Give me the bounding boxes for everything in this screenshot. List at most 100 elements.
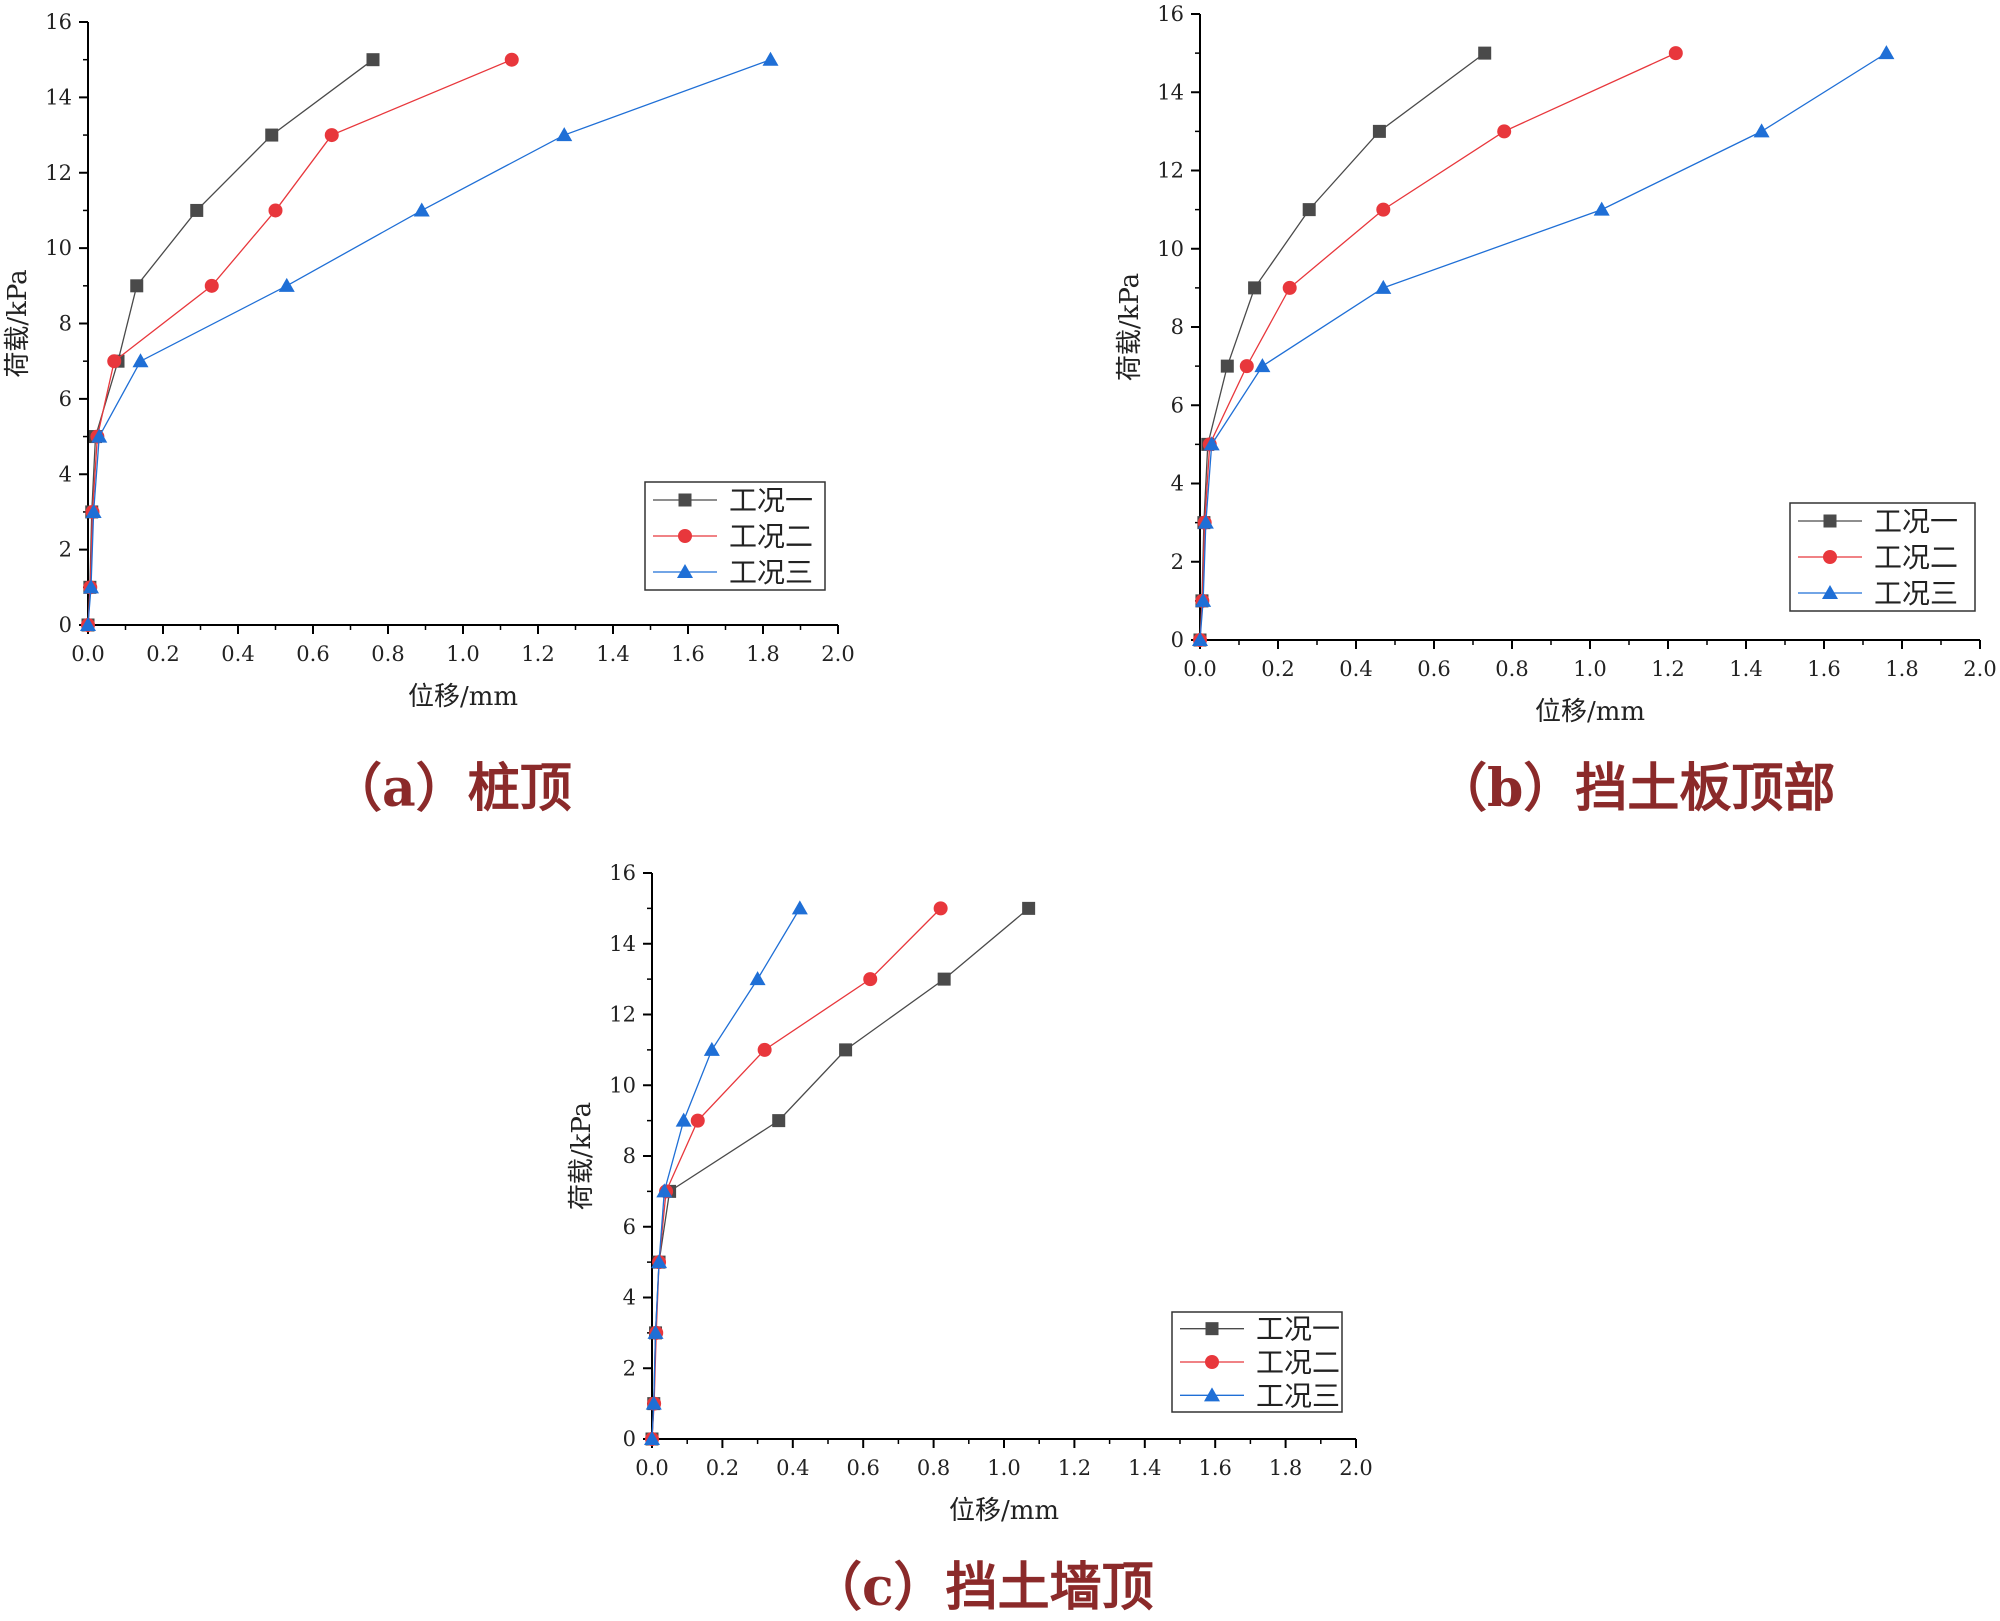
data-point-series-1: [1302, 203, 1316, 217]
legend-label: 工况三: [1256, 1379, 1340, 1412]
data-point-series-1: [937, 972, 951, 986]
y-tick-label: 12: [1157, 159, 1184, 183]
y-tick-label: 4: [1171, 472, 1184, 496]
data-point-series-1: [190, 203, 204, 217]
x-tick-label: 0.2: [1261, 657, 1294, 681]
legend-marker: [1822, 585, 1838, 599]
legend-marker: [1205, 1322, 1219, 1336]
data-point-series-3: [1254, 358, 1271, 373]
x-tick-label: 1.8: [746, 642, 779, 666]
x-tick-label: 2.0: [1339, 1456, 1372, 1480]
data-point-series-2: [1668, 46, 1683, 61]
x-tick-label: 0.0: [71, 642, 104, 666]
y-axis-label: 荷载/kPa: [3, 269, 33, 377]
y-tick-label: 16: [609, 861, 636, 885]
x-tick-label: 0.8: [917, 1456, 950, 1480]
y-tick-label: 10: [609, 1073, 636, 1097]
x-tick-label: 1.0: [987, 1456, 1020, 1480]
x-tick-label: 1.8: [1269, 1456, 1302, 1480]
y-tick-label: 14: [45, 85, 72, 109]
legend-marker: [678, 529, 692, 543]
chart-a: 0.0 0.2 0.4 0.6 0.8 1.0 1.2 1.4 1.6 1.8 2.0 0 2 4 6 8 10…: [3, 10, 855, 712]
x-axis-label: 位移/mm: [408, 682, 518, 712]
x-tick-label: 0.4: [221, 642, 254, 666]
y-tick-label: 2: [59, 538, 72, 562]
series-line-2: [87, 59, 513, 626]
legend-label: 工况二: [1256, 1346, 1340, 1379]
x-tick-label: 1.0: [1573, 657, 1606, 681]
x-tick-label: 1.6: [1198, 1456, 1231, 1480]
y-tick-label: 6: [623, 1215, 636, 1239]
series-line-1: [651, 907, 1030, 1440]
x-axis-label: 位移/mm: [1535, 697, 1645, 727]
data-point-series-3: [1197, 514, 1214, 529]
data-point-series-3: [91, 428, 108, 443]
y-tick-label: 6: [1171, 393, 1184, 417]
x-tick-label: 1.4: [1128, 1456, 1161, 1480]
data-point-series-1: [265, 128, 279, 142]
x-tick-label: 0.0: [635, 1456, 668, 1480]
legend-marker: [678, 493, 692, 507]
data-point-series-1: [366, 53, 380, 67]
x-tick-label: 0.8: [371, 642, 404, 666]
data-point-series-2: [268, 203, 283, 218]
data-point-series-3: [675, 1112, 692, 1127]
data-point-series-2: [504, 52, 519, 67]
y-tick-label: 16: [1157, 2, 1184, 26]
data-point-series-1: [1372, 124, 1386, 138]
data-point-series-3: [1593, 201, 1610, 216]
data-point-series-3: [1753, 123, 1770, 138]
data-point-series-3: [83, 579, 99, 594]
y-tick-label: 4: [59, 462, 72, 486]
data-point-series-1: [1248, 281, 1262, 295]
caption-c: （c）挡土墙顶: [810, 1557, 1154, 1618]
data-point-series-3: [278, 277, 295, 292]
data-point-series-3: [1195, 592, 1212, 607]
data-point-series-2: [1497, 124, 1512, 139]
legend-label: 工况一: [1256, 1313, 1340, 1346]
legend-label: 工况三: [1874, 577, 1958, 610]
x-tick-label: 1.2: [521, 642, 554, 666]
y-tick-label: 0: [1171, 628, 1184, 652]
data-point-series-2: [204, 278, 219, 293]
y-tick-label: 14: [609, 932, 636, 956]
x-tick-label: 1.4: [596, 642, 629, 666]
data-point-series-2: [1239, 359, 1254, 374]
data-point-series-3: [644, 1431, 660, 1445]
y-tick-label: 8: [1171, 315, 1184, 339]
legend-label: 工况二: [729, 520, 813, 553]
x-tick-label: 1.6: [1807, 657, 1840, 681]
y-tick-label: 10: [1157, 237, 1184, 261]
chart-c: 0.0 0.2 0.4 0.6 0.8 1.0 1.2 1.4 1.6 1.8 2.0 0 2 4 6 8 10…: [567, 861, 1373, 1526]
series-line-1: [1199, 52, 1486, 641]
data-point-series-3: [556, 127, 573, 142]
data-point-series-1: [1478, 46, 1492, 60]
caption-b: （b）挡土板顶部: [1435, 758, 1836, 819]
y-tick-label: 8: [59, 312, 72, 336]
x-tick-label: 1.8: [1885, 657, 1918, 681]
data-point-series-3: [1375, 279, 1392, 294]
data-point-series-3: [749, 971, 766, 986]
x-tick-label: 1.6: [671, 642, 704, 666]
x-tick-label: 0.2: [146, 642, 179, 666]
data-point-series-2: [933, 901, 948, 916]
y-tick-label: 6: [59, 387, 72, 411]
data-point-series-3: [85, 503, 102, 518]
legend-marker: [1823, 514, 1837, 528]
legend-label: 工况一: [729, 484, 813, 517]
y-axis-label: 荷载/kPa: [1115, 273, 1145, 381]
x-tick-label: 0.8: [1495, 657, 1528, 681]
y-tick-label: 12: [45, 161, 72, 185]
data-point-series-1: [130, 279, 144, 293]
x-axis-label: 位移/mm: [949, 1496, 1059, 1526]
data-point-series-3: [1192, 632, 1208, 646]
legend-label: 工况三: [729, 556, 813, 589]
x-tick-label: 0.4: [1339, 657, 1372, 681]
caption-a: （a）桩顶: [330, 758, 572, 819]
y-tick-label: 14: [1157, 80, 1184, 104]
x-tick-label: 0.6: [846, 1456, 879, 1480]
x-tick-label: 0.4: [776, 1456, 809, 1480]
y-tick-label: 10: [45, 236, 72, 260]
x-tick-label: 0.0: [1183, 657, 1216, 681]
